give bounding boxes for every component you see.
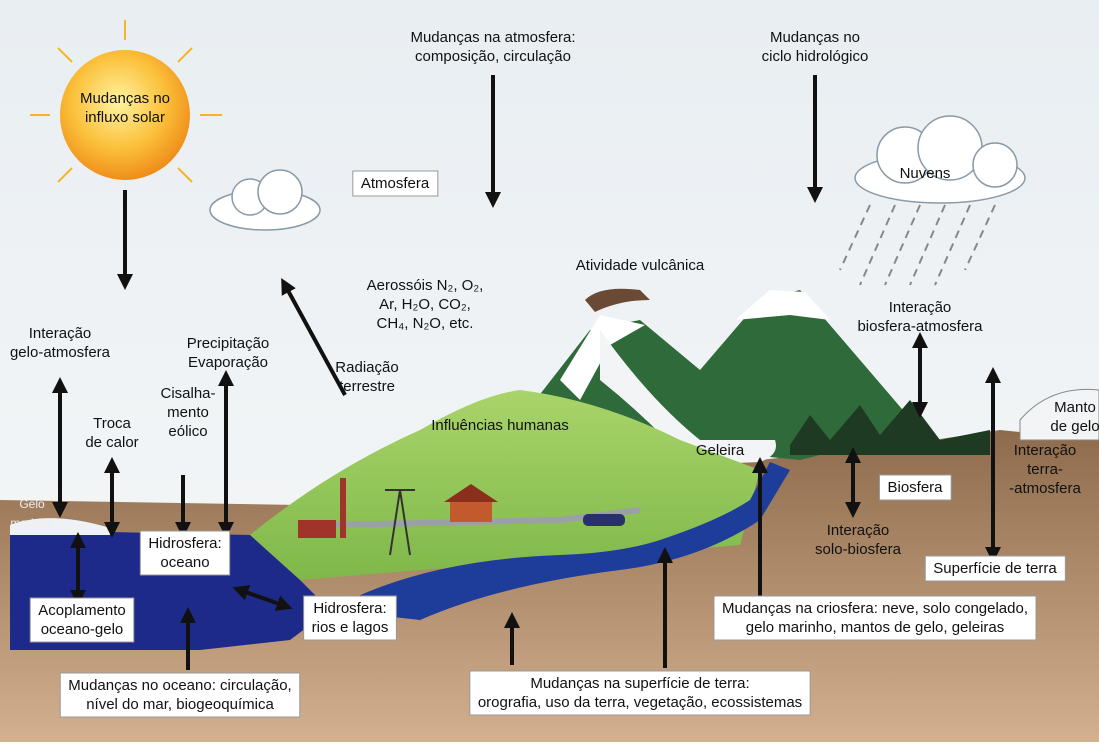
label-line: Atmosfera [361, 175, 430, 192]
label-line: Aerossóis N₂, O₂, [367, 277, 484, 294]
label-line: influxo solar [85, 109, 165, 126]
label-line: mento [167, 404, 209, 421]
label-line: Precipitação [187, 335, 270, 352]
page: Mudanças no influxo solar Mudanças na atmo… [0, 0, 1099, 742]
label-line: composição, circulação [415, 48, 571, 65]
label-line: gelo marinho, mantos de gelo, geleiras [746, 619, 1005, 636]
label-line: nível do mar, biogeoquímica [86, 696, 274, 713]
label-line: de calor [85, 434, 138, 451]
label: Geleira [696, 442, 745, 459]
label-group: Superfície de terra [925, 556, 1065, 581]
label-group: Hidrosfera: oceano [140, 531, 229, 575]
label-line: CH₄, N₂O, etc. [377, 315, 474, 332]
label-line: Nuvens [900, 165, 951, 182]
label-group: Mudanças no oceano: circulação, nível do … [60, 673, 299, 717]
label-line: biosfera-atmosfera [857, 318, 983, 335]
label-group: Atividade vulcânica [576, 257, 705, 274]
label-group: Acoplamento oceano-gelo [30, 598, 134, 642]
label-line: Evaporação [188, 354, 268, 371]
label-line: Hidrosfera: [148, 535, 221, 552]
label: Aerossóis N₂, O₂, Ar, H₂O, CO₂, CH₄, N₂O, … [367, 277, 484, 332]
label-line: Mudanças no [770, 29, 860, 46]
label-line: Interação [827, 522, 890, 539]
label-group: Hidrosfera: rios e lagos [304, 596, 397, 640]
label-line: terra- [1027, 461, 1063, 478]
label-line: Gelo [19, 497, 45, 511]
label-line: Mudanças na criosfera: neve, solo congel… [722, 600, 1028, 617]
label-group: Atmosfera [353, 171, 438, 196]
label-line: gelo-atmosfera [10, 344, 111, 361]
label-group: Cisalha-mento eólico [160, 385, 215, 440]
label-line: de gelo [1050, 418, 1099, 435]
label-line: Atividade vulcânica [576, 257, 705, 274]
label-line: ciclo hidrológico [762, 48, 869, 65]
label-group: Influências humanas [431, 417, 569, 434]
label-line: Troca [93, 415, 131, 432]
label-line: oceano-gelo [41, 621, 124, 638]
label-group: Mudanças na criosfera: neve, solo congel… [714, 596, 1036, 640]
factory [298, 520, 336, 538]
label: Cisalha-mento eólico [160, 385, 215, 440]
label-line: Interação [1014, 442, 1077, 459]
label-group: Mudanças na superfície de terra: orografi… [470, 671, 810, 715]
label-group: Nuvens [900, 165, 951, 182]
diagram: Mudanças no influxo solar Mudanças na atmo… [0, 0, 1099, 742]
label-group: Biosfera [879, 475, 951, 500]
label: Nuvens [900, 165, 951, 182]
label-line: Geleira [696, 442, 745, 459]
label-line: orografia, uso da terra, vegetação, ecos… [478, 694, 802, 711]
chimney [340, 478, 346, 538]
label: Atividade vulcânica [576, 257, 705, 274]
label: Superfície de terra [933, 560, 1057, 577]
label-line: solo-biosfera [815, 541, 902, 558]
label-line: Mudanças no [80, 90, 170, 107]
label-line: Mudanças na superfície de terra: [530, 675, 749, 692]
label: Influências humanas [431, 417, 569, 434]
label-line: rios e lagos [312, 619, 389, 636]
label-line: Ar, H₂O, CO₂, [379, 296, 471, 313]
label-line: Radiação [335, 359, 398, 376]
car [583, 514, 625, 526]
label-group: Aerossóis N₂, O₂, Ar, H₂O, CO₂, CH₄, N₂O, … [367, 277, 484, 332]
label: Biosfera [887, 479, 943, 496]
house [450, 500, 492, 522]
label-line: Influências humanas [431, 417, 569, 434]
label-line: -atmosfera [1009, 480, 1081, 497]
label-line: Mudanças no oceano: circulação, [68, 677, 291, 694]
label-line: terrestre [339, 378, 395, 395]
label-line: Hidrosfera: [313, 600, 386, 617]
label-line: Superfície de terra [933, 560, 1057, 577]
label-line: marinho [10, 516, 54, 530]
label-line: Mudanças na atmosfera: [410, 29, 575, 46]
label-line: oceano [160, 554, 209, 571]
label-line: eólico [168, 423, 207, 440]
label-group: Geleira [696, 442, 745, 459]
label: Atmosfera [361, 175, 430, 192]
label-line: Manto [1054, 399, 1096, 416]
label-line: Cisalha- [160, 385, 215, 402]
label-line: Biosfera [887, 479, 943, 496]
label-line: Interação [29, 325, 92, 342]
label-line: Interação [889, 299, 952, 316]
label-line: Acoplamento [38, 602, 126, 619]
